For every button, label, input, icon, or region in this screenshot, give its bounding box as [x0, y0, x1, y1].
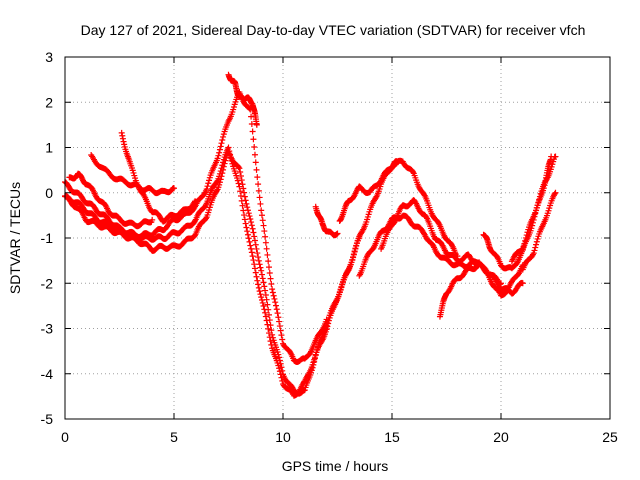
- series-markers: [436, 261, 504, 320]
- series-arc5: [88, 152, 177, 197]
- series-arc8: [312, 203, 341, 239]
- y-tick-label: 0: [45, 185, 53, 201]
- data-points: [62, 71, 559, 399]
- series-markers: [118, 129, 199, 225]
- series-arc1: [62, 148, 402, 397]
- series-markers: [225, 71, 260, 128]
- y-tick-label: -5: [41, 411, 54, 427]
- series-arc2: [62, 144, 363, 399]
- series-arc15: [519, 189, 559, 273]
- chart-title: Day 127 of 2021, Sidereal Day-to-day VTE…: [81, 22, 586, 38]
- x-tick-label: 15: [384, 429, 400, 445]
- y-tick-label: -1: [41, 230, 54, 246]
- y-tick-label: 1: [45, 140, 53, 156]
- series-markers: [336, 157, 461, 260]
- y-tick-label: -2: [41, 275, 54, 291]
- x-tick-label: 0: [61, 429, 69, 445]
- series-arc4: [66, 170, 156, 230]
- series-markers: [508, 153, 559, 265]
- y-tick-label: 3: [45, 49, 53, 65]
- series-arc14: [508, 153, 559, 265]
- series-arc7: [225, 71, 260, 128]
- y-tick-label: -3: [41, 321, 54, 337]
- x-tick-label: 20: [493, 429, 509, 445]
- x-tick-label: 25: [602, 429, 618, 445]
- y-tick-label: 2: [45, 94, 53, 110]
- series-markers: [88, 152, 177, 197]
- series-markers: [62, 144, 363, 399]
- x-tick-label: 10: [275, 429, 291, 445]
- y-axis-label: SDTVAR / TECUs: [7, 182, 23, 294]
- series-markers: [312, 203, 341, 239]
- series-markers: [62, 148, 402, 397]
- axis-ticks: [64, 56, 611, 420]
- series-markers: [66, 170, 156, 230]
- x-tick-label: 5: [170, 429, 178, 445]
- grid: [65, 57, 610, 419]
- x-axis-label: GPS time / hours: [282, 458, 389, 474]
- series-arc6: [118, 129, 199, 225]
- y-tick-label: -4: [41, 366, 54, 382]
- series-markers: [519, 189, 559, 273]
- series-arc12: [436, 261, 504, 320]
- series-arc9: [336, 157, 461, 260]
- tick-labels: 0 5 10 15 20 25 -5 -4 -3 -2 -1 0 1 2 3: [41, 49, 618, 445]
